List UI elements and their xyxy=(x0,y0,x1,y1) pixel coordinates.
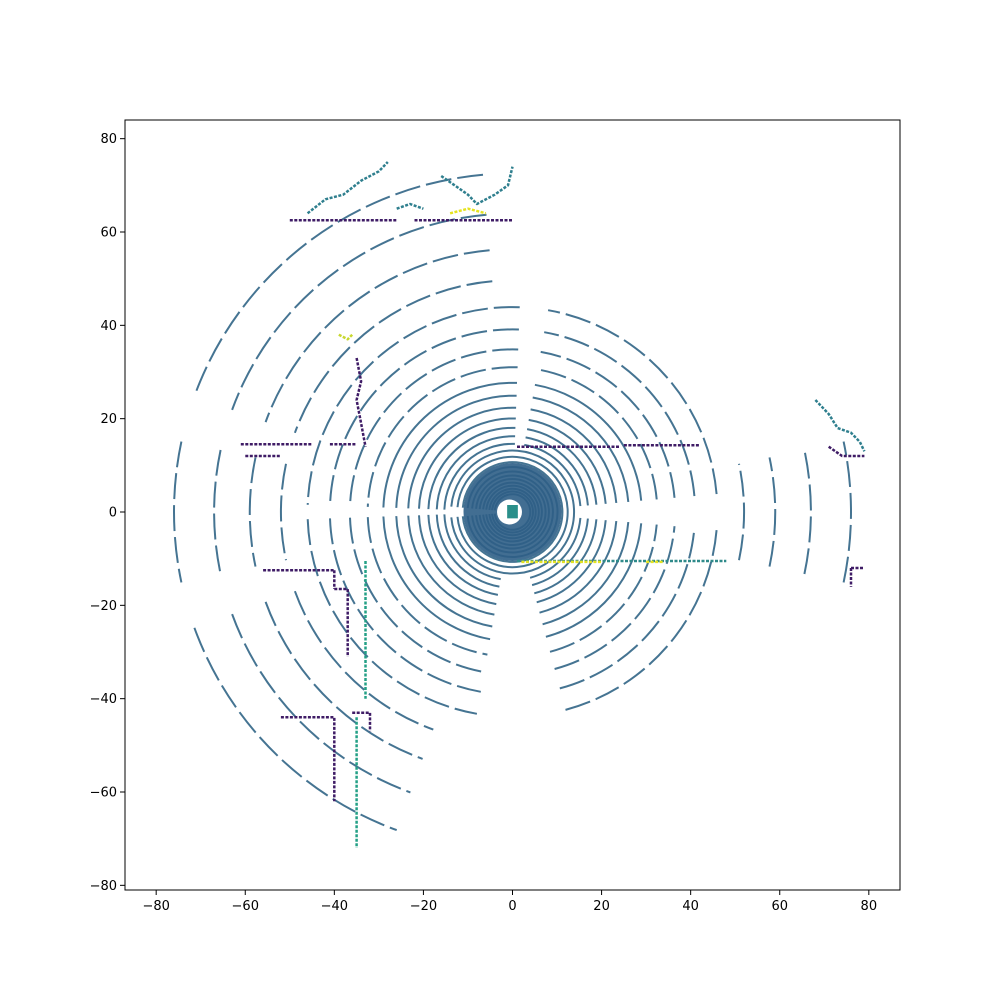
scan-ring-arc xyxy=(231,213,487,411)
scan-ring-arc xyxy=(306,306,520,505)
scan-ring-arc xyxy=(540,350,676,498)
scan-ring-arc xyxy=(213,449,222,575)
scan-ring-arc xyxy=(536,520,607,604)
scan-ring-arc xyxy=(329,328,519,506)
scan-ring-arc xyxy=(537,368,658,500)
scan-ring-arc xyxy=(545,523,643,638)
segment-far-right-purple xyxy=(827,445,865,458)
scan-ring-arc xyxy=(842,441,853,583)
scan-ring-arc xyxy=(231,613,411,794)
scan-ring-arc xyxy=(768,457,777,567)
scan-ring-arc xyxy=(539,521,618,614)
y-tick-label: 80 xyxy=(100,132,117,147)
scan-ring-arc xyxy=(193,627,398,832)
scan-ring-arc xyxy=(435,435,516,510)
scan-ring-arc xyxy=(530,408,618,503)
x-tick-label: 80 xyxy=(861,899,878,914)
segment-far-right-vegetation xyxy=(814,399,866,452)
scan-ring-arc xyxy=(524,443,582,507)
scan-ring-arc xyxy=(549,524,658,653)
scan-ring-arc xyxy=(542,522,630,626)
scan-ring-arc xyxy=(395,394,517,508)
scan-ring-arc xyxy=(525,436,589,506)
scan-ring-arc xyxy=(565,529,718,711)
scan-ring-arc xyxy=(435,514,500,588)
scan-ring-arc xyxy=(532,396,630,502)
y-tick-label: 0 xyxy=(109,506,117,521)
scan-ring-arc xyxy=(349,517,485,674)
scan-ring-arc xyxy=(531,518,589,587)
x-tick-label: −80 xyxy=(142,899,169,914)
x-axis: −80 −60 −40 −20 0 20 40 60 80 xyxy=(142,890,877,914)
y-tick-label: 60 xyxy=(100,226,117,241)
scan-ring-arc xyxy=(803,449,812,575)
scan-ring-arc xyxy=(264,601,423,760)
x-tick-label: 20 xyxy=(593,899,610,914)
y-tick-label: −20 xyxy=(90,599,117,614)
ego-vehicle-points xyxy=(507,505,518,519)
segment-upper-left-yellow xyxy=(338,333,354,341)
scan-ring-arc xyxy=(349,348,519,507)
scan-ring-arc xyxy=(534,519,598,595)
scatter-layer xyxy=(172,161,866,848)
y-tick-label: −60 xyxy=(90,786,117,801)
scan-ring-arc xyxy=(554,526,676,670)
x-tick-label: −20 xyxy=(410,899,437,914)
scan-ring-arc xyxy=(456,455,569,569)
scan-ring-arc xyxy=(738,463,746,561)
y-tick-label: 20 xyxy=(100,412,117,427)
scan-ring-arc xyxy=(279,463,287,561)
segment-left-wall-bottom xyxy=(334,587,349,657)
scan-ring-arc xyxy=(172,441,183,583)
scan-ring-arc xyxy=(366,517,488,656)
scan-ring-arc xyxy=(427,426,516,510)
x-tick-label: 60 xyxy=(771,899,788,914)
y-tick-label: −40 xyxy=(90,692,117,707)
x-tick-label: −40 xyxy=(321,899,348,914)
x-tick-label: 40 xyxy=(682,899,699,914)
scan-ring-arc xyxy=(395,516,493,628)
scan-ring-arc xyxy=(529,517,582,579)
y-tick-label: −80 xyxy=(90,879,117,894)
scan-ring-arc xyxy=(329,518,481,693)
segment-top-vegetation xyxy=(306,161,389,215)
segment-upper-left-wall xyxy=(355,357,367,447)
segment-top-vegetation xyxy=(440,166,514,206)
scan-ring-arc xyxy=(366,366,518,507)
scan-ring-arc xyxy=(450,449,576,575)
scan-ring-arc xyxy=(526,428,598,505)
scatter-points xyxy=(172,161,866,848)
scan-ring-arc xyxy=(293,590,434,731)
scan-ring-arc xyxy=(443,514,501,581)
scan-ring-arc xyxy=(382,381,518,508)
scan-ring-arc xyxy=(248,457,257,567)
scan-ring-arc xyxy=(427,514,499,596)
segment-top-vegetation xyxy=(396,202,424,210)
x-tick-label: −60 xyxy=(232,899,259,914)
scan-ring-arc xyxy=(528,418,607,504)
scan-ring-arc xyxy=(293,280,493,434)
scan-ring-arc xyxy=(306,519,478,715)
segment-top-yellow xyxy=(449,207,487,215)
scan-ring-arc xyxy=(418,417,516,509)
scan-ring-arc xyxy=(193,173,484,397)
scan-ring-arc xyxy=(443,442,515,510)
scan-ring-arc xyxy=(264,249,490,423)
scan-ring-arc xyxy=(547,309,718,495)
scan-ring-arc xyxy=(559,527,696,690)
scan-ring-arc xyxy=(544,331,696,497)
scan-ring-arc xyxy=(407,515,495,616)
x-tick-label: 0 xyxy=(508,899,516,914)
segment-lower-left-corner xyxy=(352,711,372,732)
y-axis: −80 −60 −40 −20 0 20 40 60 80 xyxy=(90,132,125,894)
y-tick-label: 40 xyxy=(100,319,117,334)
scan-ring-arc xyxy=(382,516,491,641)
scan-ring-arc xyxy=(534,383,643,501)
segment-lower-left-corner xyxy=(280,716,336,802)
scan-ring-arc xyxy=(418,515,497,606)
scan-ring-arc xyxy=(461,461,564,563)
scan-ring-arc xyxy=(407,406,517,509)
